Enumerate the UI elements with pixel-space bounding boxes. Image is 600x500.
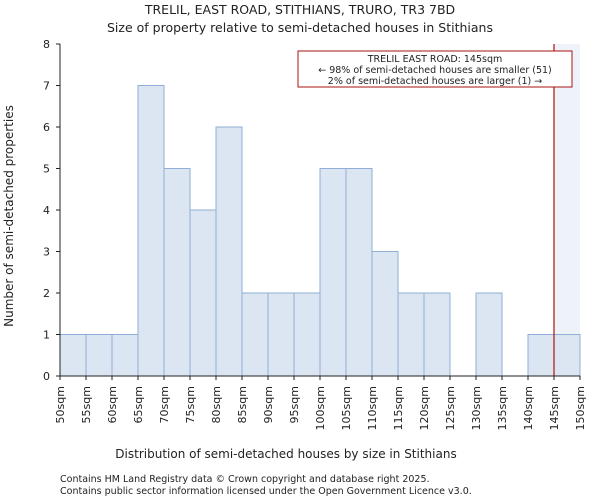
y-ticks-layer: 0 1 2 3 4 5 6 7 8	[43, 38, 60, 383]
x-tick-label-135sqm: 135sqm	[496, 386, 509, 430]
x-tick-label-150sqm: 150sqm	[574, 386, 587, 430]
y-tick-label-3: 3	[43, 246, 50, 259]
x-tick-label-65sqm: 65sqm	[132, 386, 145, 423]
chart-subtitle: Size of property relative to semi-detach…	[107, 20, 493, 35]
x-tick-label-130sqm: 130sqm	[470, 386, 483, 430]
bar-70sqm	[163, 168, 191, 377]
x-tick-label-80sqm: 80sqm	[210, 386, 223, 423]
x-tick-label-100sqm: 100sqm	[314, 386, 327, 430]
x-tick-label-60sqm: 60sqm	[106, 386, 119, 423]
bar-110sqm	[371, 251, 399, 377]
x-tick-label-115sqm: 115sqm	[392, 386, 405, 430]
x-tick-label-75sqm: 75sqm	[184, 386, 197, 423]
bar-60sqm	[111, 334, 139, 377]
bar-115sqm	[397, 292, 425, 377]
y-tick-label-8: 8	[43, 38, 50, 51]
x-tick-label-85sqm: 85sqm	[236, 386, 249, 423]
bar-100sqm	[319, 168, 347, 377]
footer-line-2: Contains public sector information licen…	[60, 486, 472, 497]
y-axis-label: Number of semi-detached properties	[2, 105, 16, 327]
bar-140sqm	[527, 334, 555, 377]
x-axis-label: Distribution of semi-detached houses by …	[115, 447, 456, 461]
bar-75sqm	[189, 209, 217, 377]
x-tick-label-70sqm: 70sqm	[158, 386, 171, 423]
y-tick-label-7: 7	[43, 80, 50, 93]
x-tick-label-90sqm: 90sqm	[262, 386, 275, 423]
x-tick-label-50sqm: 50sqm	[54, 386, 67, 423]
annotation-line-3: 2% of semi-detached houses are larger (1…	[328, 76, 542, 87]
annotation-line-2: ← 98% of semi-detached houses are smalle…	[318, 65, 552, 76]
x-tick-label-125sqm: 125sqm	[444, 386, 457, 430]
bar-55sqm	[85, 334, 113, 377]
x-tick-label-55sqm: 55sqm	[80, 386, 93, 423]
highlight-shade-layer	[554, 44, 580, 376]
x-tick-label-105sqm: 105sqm	[340, 386, 353, 430]
x-tick-label-110sqm: 110sqm	[366, 386, 379, 430]
bar-90sqm	[267, 292, 295, 377]
y-tick-label-2: 2	[43, 287, 50, 300]
bar-65sqm	[137, 85, 165, 377]
annotation-border	[297, 50, 573, 88]
y-tick-label-5: 5	[43, 163, 50, 176]
bar-130sqm	[475, 292, 503, 377]
x-ticks-layer: 50sqm 55sqm 60sqm 65sqm 70sqm 75sqm 80sqm 85sqm…	[54, 376, 587, 430]
bars-layer	[59, 85, 581, 377]
annotation-line-1: TRELIL EAST ROAD: 145sqm	[367, 54, 502, 65]
bar-50sqm	[59, 334, 87, 377]
footer-line-1: Contains HM Land Registry data © Crown c…	[60, 474, 430, 485]
bar-85sqm	[241, 292, 269, 377]
highlight-region	[554, 44, 580, 376]
x-tick-label-145sqm: 145sqm	[548, 386, 561, 430]
x-tick-label-120sqm: 120sqm	[418, 386, 431, 430]
annotation-box: TRELIL EAST ROAD: 145sqm ← 98% of semi-d…	[297, 50, 573, 88]
x-tick-label-140sqm: 140sqm	[522, 386, 535, 430]
y-tick-label-1: 1	[43, 329, 50, 342]
bar-120sqm	[423, 292, 451, 377]
x-tick-label-95sqm: 95sqm	[288, 386, 301, 423]
y-tick-label-6: 6	[43, 121, 50, 134]
bar-105sqm	[345, 168, 373, 377]
y-tick-label-4: 4	[43, 204, 50, 217]
bar-80sqm	[215, 126, 243, 377]
bar-95sqm	[293, 292, 321, 377]
bar-145sqm	[553, 334, 581, 377]
y-tick-label-0: 0	[43, 370, 50, 383]
chart-title: TRELIL, EAST ROAD, STITHIANS, TRURO, TR3…	[144, 2, 455, 17]
